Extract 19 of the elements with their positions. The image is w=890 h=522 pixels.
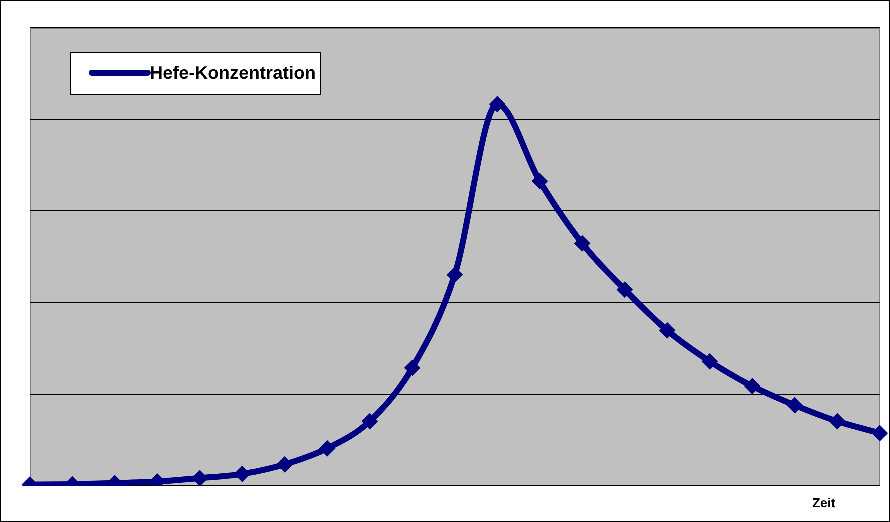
point [320, 442, 334, 456]
point [193, 471, 207, 486]
point [236, 467, 250, 482]
point [278, 458, 292, 472]
point [746, 379, 760, 394]
legend-label: Hefe-Konzentration [150, 62, 316, 83]
point [576, 236, 590, 251]
point [406, 361, 420, 376]
point [830, 414, 844, 428]
point [363, 414, 377, 428]
point [873, 426, 887, 440]
point [703, 354, 717, 369]
point [533, 174, 547, 188]
point [788, 398, 802, 412]
point [660, 324, 674, 338]
point [618, 282, 632, 297]
x-axis-title: Zeit [812, 496, 836, 511]
point [490, 97, 504, 112]
point [448, 268, 462, 282]
